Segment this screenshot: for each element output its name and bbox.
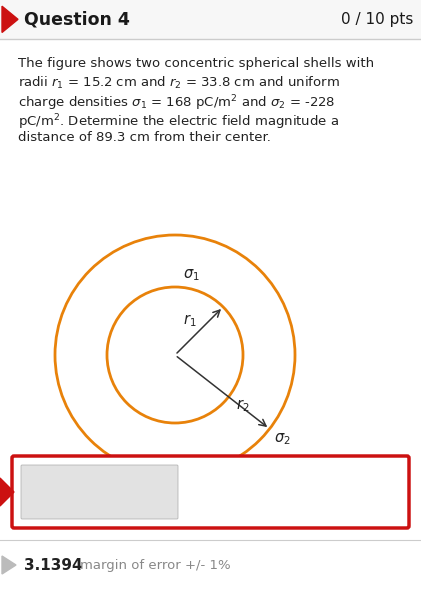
FancyArrow shape [2, 556, 16, 574]
Text: Question 4: Question 4 [24, 10, 130, 29]
Text: 0 / 10 pts: 0 / 10 pts [341, 12, 413, 27]
Text: charge densities $\sigma_1$ = 168 pC/m$^2$ and $\sigma_2$ = -228: charge densities $\sigma_1$ = 168 pC/m$^… [18, 93, 336, 113]
Text: $r_1$: $r_1$ [183, 312, 196, 330]
Text: $\sigma_2$: $\sigma_2$ [274, 431, 290, 447]
FancyBboxPatch shape [12, 456, 409, 528]
Text: distance of 89.3 cm from their center.: distance of 89.3 cm from their center. [18, 131, 271, 143]
FancyArrow shape [2, 6, 18, 33]
FancyBboxPatch shape [21, 465, 178, 519]
Text: $\sigma_1$: $\sigma_1$ [183, 267, 200, 283]
FancyArrow shape [0, 478, 14, 506]
Bar [0, 0, 421, 39]
Text: 3.1394: 3.1394 [24, 558, 83, 572]
Text: radii $r_1$ = 15.2 cm and $r_2$ = 33.8 cm and uniform: radii $r_1$ = 15.2 cm and $r_2$ = 33.8 c… [18, 75, 340, 91]
Text: $r_2$: $r_2$ [236, 397, 249, 414]
Text: The figure shows two concentric spherical shells with: The figure shows two concentric spherica… [18, 57, 374, 70]
Text: margin of error +/- 1%: margin of error +/- 1% [80, 559, 231, 572]
Text: pC/m$^2$. Determine the electric field magnitude a: pC/m$^2$. Determine the electric field m… [18, 112, 339, 131]
